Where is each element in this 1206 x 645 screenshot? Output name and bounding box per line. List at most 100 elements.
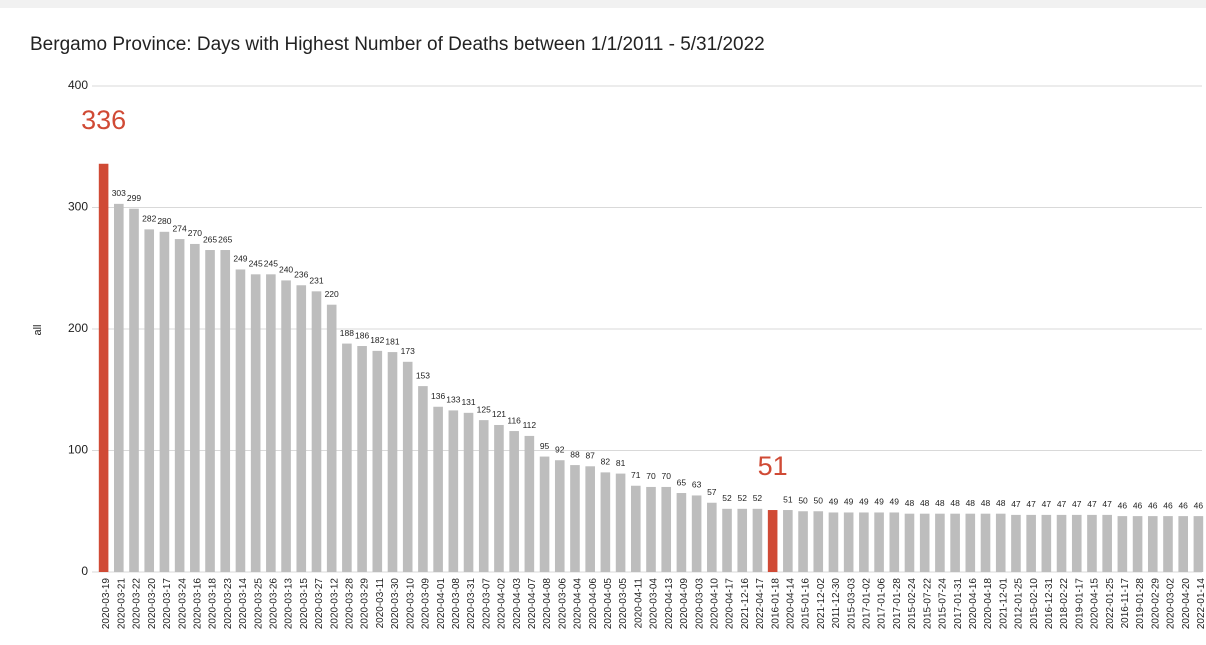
- bar: [554, 460, 565, 572]
- data-label: 240: [279, 265, 293, 275]
- x-tick-label: 2020-04-15: [1090, 578, 1101, 630]
- x-tick-label: 2020-03-11: [375, 578, 386, 629]
- bar: [1193, 516, 1204, 572]
- x-tick-label: 2020-04-18: [983, 578, 994, 630]
- x-tick-label: 2020-03-31: [466, 578, 477, 630]
- data-label: 49: [829, 497, 839, 507]
- x-tick-label: 2020-03-21: [116, 578, 127, 630]
- x-tick-label: 2020-03-05: [618, 578, 629, 630]
- data-label: 48: [920, 498, 930, 508]
- x-tick-label: 2020-04-05: [603, 578, 614, 630]
- data-label: 46: [1118, 500, 1128, 510]
- bar: [965, 513, 976, 572]
- x-tick-label: 2020-04-03: [512, 578, 523, 630]
- x-tick-label: 2020-04-16: [968, 578, 979, 630]
- data-label: 52: [753, 493, 763, 503]
- data-label: 46: [1148, 500, 1158, 510]
- x-tick-label: 2020-04-02: [497, 578, 508, 630]
- bar: [767, 510, 778, 572]
- data-label: 48: [996, 498, 1006, 508]
- bar: [342, 343, 352, 572]
- x-tick-label: 2020-04-20: [1181, 578, 1192, 630]
- data-label: 125: [477, 404, 491, 414]
- bar: [676, 493, 687, 572]
- data-label: 88: [570, 449, 580, 459]
- x-tick-label: 2020-03-09: [421, 578, 432, 630]
- bar: [600, 472, 611, 572]
- x-tick-label: 2020-04-10: [709, 578, 720, 630]
- bar: [798, 511, 808, 572]
- data-label: 49: [890, 497, 900, 507]
- bar: [235, 269, 246, 572]
- x-tick-label: 2020-04-13: [664, 578, 675, 630]
- x-tick-label: 2020-03-23: [223, 578, 234, 630]
- bar: [205, 250, 215, 572]
- top-strip: [0, 0, 1206, 8]
- bar: [570, 465, 580, 572]
- x-tick-label: 2020-03-15: [299, 578, 310, 630]
- data-label: 70: [661, 471, 671, 481]
- data-label: 136: [431, 391, 445, 401]
- data-label: 48: [966, 498, 976, 508]
- data-label: 52: [737, 493, 747, 503]
- x-tick-label: 2020-04-07: [527, 578, 538, 630]
- bar: [707, 502, 717, 572]
- bar: [478, 420, 489, 572]
- data-label: 49: [874, 497, 884, 507]
- bar: [722, 508, 732, 572]
- bar: [1041, 514, 1052, 572]
- x-tick-label: 2020-03-25: [253, 578, 264, 630]
- y-tick-label: 400: [68, 78, 88, 92]
- bar: [874, 512, 884, 572]
- data-label: 265: [203, 234, 217, 244]
- x-tick-label: 2020-03-27: [314, 578, 325, 630]
- chart-title: Bergamo Province: Days with Highest Numb…: [30, 34, 765, 55]
- x-tick-label: 2020-03-18: [208, 578, 219, 630]
- x-tick-label: 2017-01-31: [953, 578, 964, 630]
- bar: [1026, 514, 1036, 572]
- x-tick-label: 2017-01-28: [892, 578, 903, 630]
- x-tick-label: 2016-12-31: [1044, 578, 1055, 630]
- bar: [402, 361, 413, 572]
- bar: [1147, 516, 1158, 572]
- x-tick-label: 2019-01-28: [1135, 578, 1146, 630]
- data-label: 47: [1057, 499, 1067, 509]
- data-label: 173: [401, 346, 415, 356]
- data-label: 46: [1194, 500, 1204, 510]
- data-label: 181: [385, 336, 399, 346]
- x-tick-label: 2015-07-24: [938, 578, 949, 630]
- bar: [828, 512, 839, 572]
- data-label: 47: [1072, 499, 1082, 509]
- x-tick-label: 2020-03-12: [329, 578, 340, 630]
- x-tick-label: 2021-12-01: [998, 578, 1009, 630]
- data-label: 46: [1178, 500, 1188, 510]
- x-tick-label: 2018-02-22: [1059, 578, 1070, 630]
- bar: [1163, 516, 1173, 572]
- bar: [463, 412, 474, 572]
- bar: [311, 291, 322, 572]
- bar: [737, 508, 748, 572]
- x-tick-label: 2020-03-20: [147, 578, 158, 630]
- data-label: 63: [692, 480, 702, 490]
- data-label: 46: [1163, 500, 1173, 510]
- y-tick-label: 300: [68, 200, 88, 214]
- bar: [509, 431, 519, 572]
- x-tick-label: 2020-03-13: [284, 578, 295, 630]
- x-tick-label: 2020-03-29: [360, 578, 371, 630]
- data-label: 303: [112, 188, 126, 198]
- data-label: 95: [540, 441, 550, 451]
- data-label: 47: [1042, 499, 1052, 509]
- data-label: 282: [142, 214, 156, 224]
- bar: [1071, 514, 1082, 572]
- bar: [98, 163, 109, 572]
- x-tick-label: 2016-01-18: [770, 578, 781, 630]
- bar: [1178, 516, 1188, 572]
- data-label: 70: [646, 471, 656, 481]
- data-label: 270: [188, 228, 202, 238]
- data-label: 82: [601, 457, 611, 467]
- bar: [114, 203, 124, 573]
- x-tick-label: 2020-03-17: [162, 578, 173, 630]
- bar: [919, 513, 930, 572]
- bar: [783, 510, 793, 572]
- x-tick-label: 2020-03-24: [177, 578, 188, 630]
